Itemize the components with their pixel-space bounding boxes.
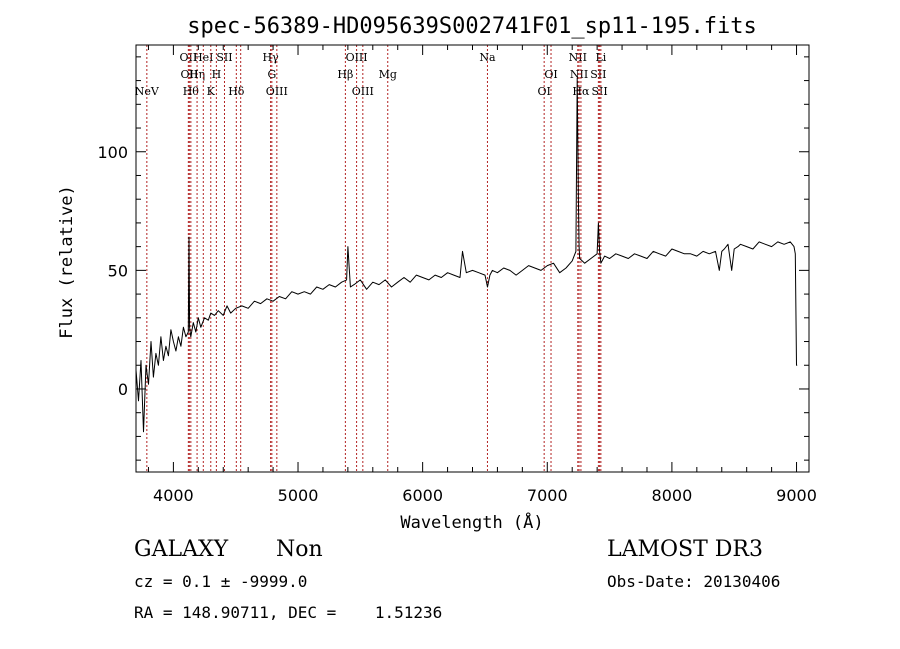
line-marker-label: NeV: [135, 85, 160, 98]
line-marker-label: Hδ: [228, 85, 245, 98]
line-marker-label: OIII: [346, 51, 368, 64]
object-class: GALAXY: [134, 537, 229, 562]
y-tick-label: 100: [97, 143, 128, 162]
spectrum-series: [135, 77, 798, 433]
plot-frame: [135, 44, 810, 473]
line-marker-label: SII: [590, 68, 606, 81]
x-tick-label: 8000: [652, 486, 693, 505]
line-marker-label: OI: [537, 85, 550, 98]
line-marker-label: Mg: [379, 68, 397, 81]
x-tick-label: 4000: [153, 486, 194, 505]
line-marker-label: Li: [595, 51, 606, 64]
line-marker-label: OIII: [266, 85, 288, 98]
survey-name: LAMOST DR3: [607, 537, 763, 562]
line-marker-label: NII: [570, 68, 588, 81]
line-marker-label: Hα: [572, 85, 590, 98]
line-marker-label: HeI: [193, 51, 213, 64]
x-tick-label: 5000: [278, 486, 319, 505]
y-tick-label: 0: [118, 380, 128, 399]
x-tick-label: 9000: [776, 486, 817, 505]
redshift-value: cz = 0.1 ± -9999.0: [134, 572, 308, 591]
y-tick-label: 50: [108, 261, 128, 280]
x-tick-label: 6000: [402, 486, 443, 505]
line-marker-label: SII: [592, 85, 608, 98]
observation-date: Obs-Date: 20130406: [607, 572, 781, 591]
x-axis-label: Wavelength (Å): [400, 511, 543, 533]
chart-title: spec-56389-HD095639S002741F01_sp11-195.f…: [187, 14, 757, 39]
line-marker-label: NII: [569, 51, 587, 64]
line-marker-label: Hγ: [263, 51, 280, 64]
x-tick-label: 7000: [527, 486, 568, 505]
x-axis: 4000 5000 6000 7000 8000 9000: [147, 45, 817, 505]
line-marker-label: OII: [179, 51, 197, 64]
spectrum-line-0: [135, 77, 798, 433]
line-marker-label: K: [207, 85, 216, 98]
line-marker-label: OIII: [352, 85, 374, 98]
line-marker-label: Hη: [189, 68, 205, 81]
y-axis-label: Flux (relative): [57, 185, 77, 339]
y-axis: 0 50 100: [97, 56, 809, 461]
line-marker-label: G: [267, 68, 276, 81]
line-marker-label: SII: [216, 51, 232, 64]
line-marker-label: H: [212, 68, 222, 81]
line-marker-label: Na: [479, 51, 496, 64]
object-subclass: Non: [276, 537, 323, 562]
line-marker-label: OI: [544, 68, 557, 81]
line-marker-label: OII: [180, 68, 198, 81]
emission-line-markers: NeV OII OII Hθ Hη HeI KH SII Hδ Hγ G OIII Hβ OIII OIII…: [135, 45, 608, 472]
line-marker-label: Hθ: [183, 85, 200, 98]
coordinates: RA = 148.90711, DEC = 1.51236: [134, 603, 443, 622]
line-marker-label: Hβ: [337, 68, 353, 81]
